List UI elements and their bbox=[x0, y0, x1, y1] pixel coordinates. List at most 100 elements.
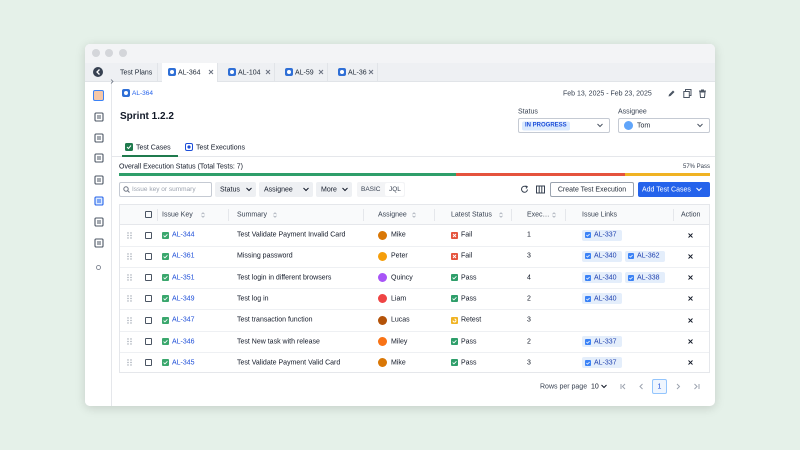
breadcrumb[interactable]: AL-364 bbox=[132, 89, 153, 97]
issue-key[interactable]: AL-344 bbox=[172, 231, 195, 239]
checkbox[interactable] bbox=[145, 252, 152, 260]
tab-icon bbox=[338, 68, 346, 76]
mode[interactable]: BASIC bbox=[361, 185, 381, 193]
tab[interactable] bbox=[332, 63, 378, 82]
filter-button[interactable] bbox=[259, 182, 313, 197]
avatar bbox=[378, 337, 387, 346]
sort-icon bbox=[201, 212, 205, 218]
issue-key[interactable]: AL-349 bbox=[172, 295, 195, 303]
issue-link-chip[interactable] bbox=[625, 272, 665, 284]
issue-key[interactable]: AL-346 bbox=[172, 338, 195, 345]
page-nav-button[interactable] bbox=[638, 383, 645, 390]
issue-key[interactable]: AL-361 bbox=[172, 252, 195, 260]
filter-button[interactable] bbox=[316, 182, 352, 197]
tab-close[interactable] bbox=[368, 69, 374, 75]
chevron bbox=[303, 187, 309, 192]
issue-key[interactable]: AL-347 bbox=[172, 316, 195, 324]
remove-button[interactable] bbox=[688, 253, 693, 259]
row-divider bbox=[120, 330, 709, 332]
view-tab-icon[interactable] bbox=[185, 143, 193, 151]
issue-link-chip[interactable] bbox=[582, 272, 622, 284]
tab-close[interactable] bbox=[318, 69, 324, 75]
issue-link-chip[interactable] bbox=[582, 293, 622, 305]
remove-button[interactable] bbox=[688, 360, 693, 366]
issue-key[interactable]: AL-345 bbox=[172, 359, 195, 367]
columns-icon[interactable] bbox=[536, 185, 545, 194]
remove-button[interactable] bbox=[688, 275, 693, 280]
drag-handle[interactable] bbox=[127, 316, 132, 324]
summary: Test Validate Payment Invalid Card bbox=[237, 231, 346, 239]
column-separator bbox=[511, 209, 512, 221]
checkbox[interactable] bbox=[145, 316, 152, 324]
filter-button[interactable] bbox=[215, 182, 256, 197]
sidebar-icon[interactable] bbox=[94, 153, 104, 163]
tab[interactable] bbox=[222, 63, 275, 82]
view-tab-icon[interactable] bbox=[125, 143, 133, 151]
page-button[interactable] bbox=[652, 379, 667, 394]
column-header: Exec… bbox=[527, 211, 550, 218]
drag-handle[interactable] bbox=[127, 231, 132, 239]
sidebar-icon[interactable] bbox=[94, 238, 104, 248]
sidebar-icon[interactable] bbox=[96, 265, 101, 270]
issue-link-chip[interactable] bbox=[582, 357, 622, 369]
button-secondary[interactable] bbox=[550, 182, 634, 197]
table bbox=[119, 204, 710, 373]
column-separator bbox=[228, 209, 229, 221]
drag-handle[interactable] bbox=[127, 359, 132, 366]
remove-button[interactable] bbox=[688, 339, 693, 344]
issue-link-chip[interactable] bbox=[582, 336, 622, 347]
sidebar-icon[interactable] bbox=[94, 217, 104, 227]
issue-key[interactable]: AL-351 bbox=[172, 274, 195, 282]
drag-handle[interactable] bbox=[127, 253, 132, 260]
checkbox[interactable] bbox=[145, 359, 152, 367]
remove-button[interactable] bbox=[688, 232, 693, 238]
page-nav-button[interactable] bbox=[693, 383, 700, 390]
drag-handle[interactable] bbox=[127, 274, 132, 281]
delete-icon[interactable] bbox=[698, 89, 707, 98]
rows-per-page-value[interactable]: 10 bbox=[591, 383, 599, 390]
sidebar-icon[interactable] bbox=[94, 133, 104, 143]
mode-active[interactable] bbox=[385, 183, 404, 196]
avatar bbox=[378, 294, 387, 304]
filter-label: Status bbox=[220, 186, 240, 193]
button-label: Create Test Execution bbox=[557, 186, 627, 193]
back-button[interactable] bbox=[93, 67, 103, 77]
drag-handle[interactable] bbox=[127, 338, 132, 345]
button-primary[interactable] bbox=[638, 182, 710, 197]
tab[interactable] bbox=[279, 63, 328, 82]
page-nav-button[interactable] bbox=[675, 383, 682, 390]
checkbox[interactable] bbox=[145, 295, 152, 303]
checkbox[interactable] bbox=[145, 211, 152, 218]
page-nav-button[interactable] bbox=[620, 383, 627, 390]
issue-link-chip[interactable] bbox=[582, 250, 622, 262]
refresh-icon[interactable] bbox=[520, 185, 529, 194]
tab[interactable] bbox=[162, 63, 218, 82]
view-tab[interactable]: Test Cases bbox=[136, 144, 171, 151]
checkbox[interactable] bbox=[145, 274, 152, 282]
checkbox[interactable] bbox=[145, 231, 152, 239]
view-tab[interactable]: Test Executions bbox=[196, 144, 246, 151]
sidebar-expand[interactable] bbox=[110, 79, 114, 84]
tab-close[interactable] bbox=[208, 69, 214, 75]
issue-link-chip[interactable] bbox=[625, 250, 665, 262]
drag-handle[interactable] bbox=[127, 295, 132, 303]
sidebar-icon[interactable] bbox=[94, 112, 104, 122]
sidebar-icon[interactable] bbox=[94, 175, 104, 185]
search-input[interactable] bbox=[119, 182, 212, 197]
sidebar-icon[interactable] bbox=[94, 196, 104, 206]
avatar bbox=[378, 315, 387, 325]
mode[interactable]: JQL bbox=[389, 185, 401, 193]
checkbox[interactable] bbox=[145, 338, 152, 345]
assignee-value: Tom bbox=[637, 122, 651, 129]
edit-icon[interactable] bbox=[667, 89, 676, 98]
remove-button[interactable] bbox=[688, 296, 693, 302]
tab-close[interactable] bbox=[265, 69, 271, 75]
assignee-dropdown[interactable] bbox=[618, 118, 710, 133]
remove-button[interactable] bbox=[688, 317, 693, 323]
status-badge: IN PROGRESS bbox=[522, 121, 570, 130]
issue-link-chip[interactable] bbox=[582, 229, 622, 241]
sidebar-avatar[interactable] bbox=[93, 90, 104, 101]
chevron bbox=[697, 123, 703, 128]
copy-icon[interactable] bbox=[683, 89, 692, 98]
tab[interactable] bbox=[114, 63, 158, 82]
